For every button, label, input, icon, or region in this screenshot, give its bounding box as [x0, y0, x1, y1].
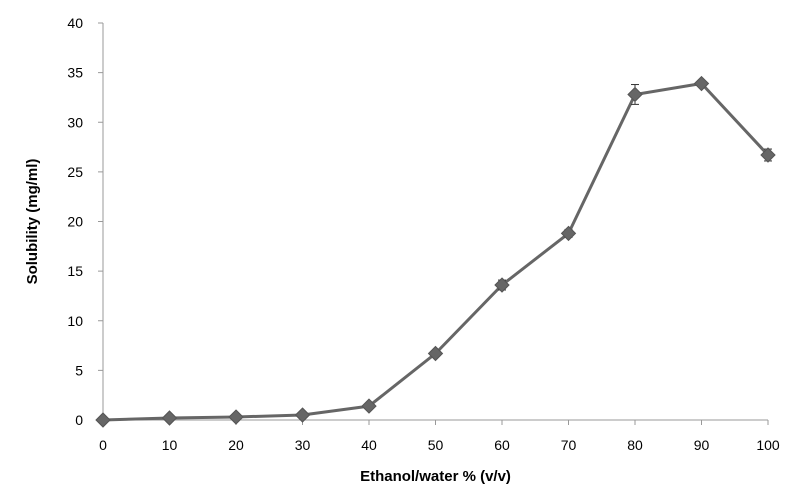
series-layer	[95, 75, 776, 428]
y-tick-label: 0	[75, 412, 83, 428]
x-tick-label: 90	[694, 437, 710, 453]
series-line	[102, 82, 770, 422]
data-point-marker	[294, 407, 311, 423]
y-tick-label: 30	[67, 114, 83, 130]
data-point-marker	[494, 277, 510, 293]
data-point-marker	[693, 75, 710, 92]
x-tick-label: 60	[494, 437, 510, 453]
x-tick-label: 30	[295, 437, 311, 453]
x-tick-label: 100	[756, 437, 780, 453]
x-tick-label: 20	[228, 437, 244, 453]
data-point-marker	[760, 147, 776, 163]
data-point-marker	[228, 409, 244, 425]
y-tick-label: 35	[67, 65, 83, 81]
y-axis-title: Solubility (mg/ml)	[24, 159, 41, 285]
x-ticks: 0 10 20 30 40 50 60 70 80 90 100	[99, 420, 780, 453]
x-axis-title: Ethanol/water % (v/v)	[360, 468, 511, 485]
x-tick-label: 10	[162, 437, 178, 453]
x-tick-label: 80	[627, 437, 643, 453]
x-tick-label: 0	[99, 437, 107, 453]
x-tick-label: 70	[561, 437, 577, 453]
data-point-marker	[161, 410, 178, 426]
data-point-marker	[95, 412, 111, 428]
y-tick-label: 20	[67, 214, 83, 230]
data-point-marker	[627, 86, 643, 103]
x-tick-label: 40	[361, 437, 377, 453]
y-tick-label: 5	[75, 362, 83, 378]
data-point-marker	[427, 345, 444, 362]
data-point-marker	[361, 398, 377, 414]
y-ticks: 0 5 10 15 20 25 30 35 40	[67, 15, 103, 428]
x-tick-label: 50	[428, 437, 444, 453]
y-tick-label: 10	[67, 313, 83, 329]
data-point-marker	[560, 225, 577, 242]
y-tick-label: 40	[67, 15, 83, 31]
y-tick-label: 15	[67, 263, 83, 279]
y-tick-label: 25	[67, 164, 83, 180]
